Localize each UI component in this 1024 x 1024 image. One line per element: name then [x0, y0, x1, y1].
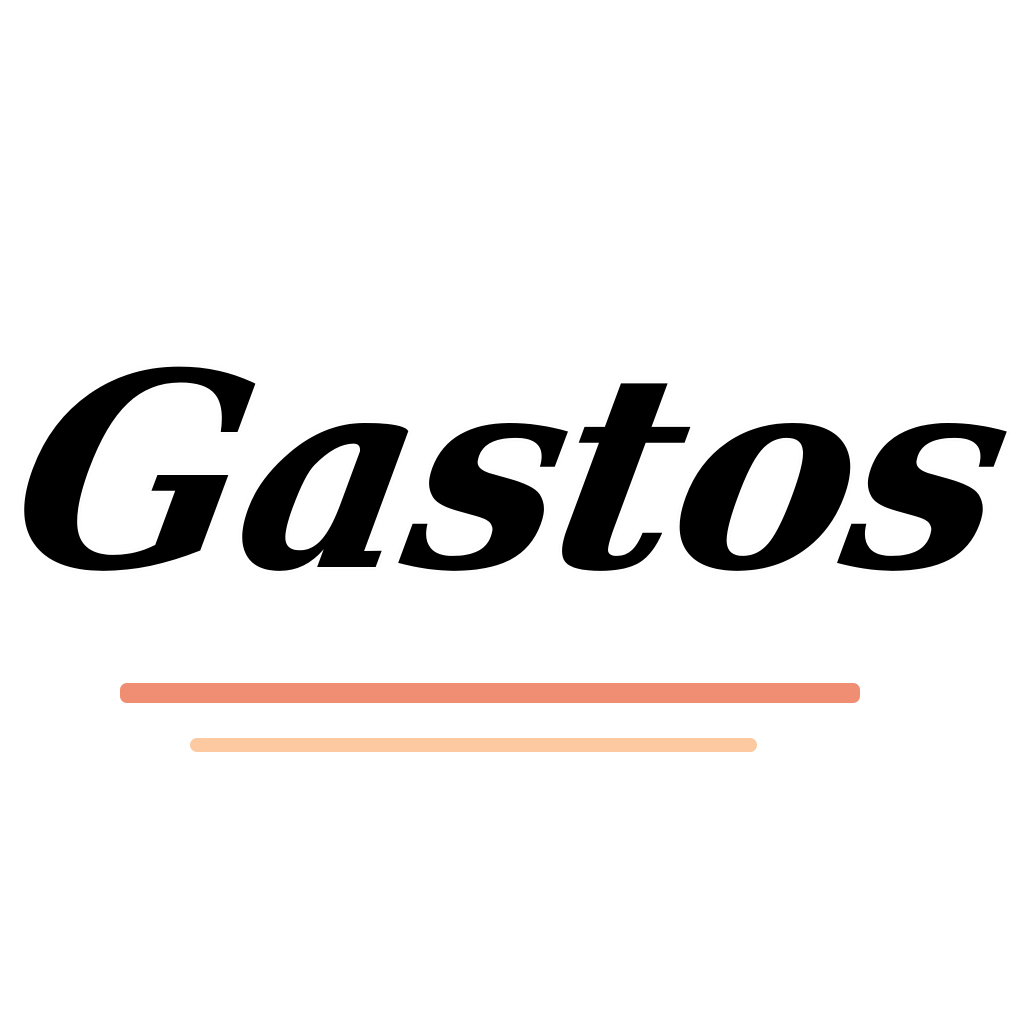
accent-line-top — [120, 683, 860, 703]
accent-line-bottom — [190, 738, 757, 752]
title-text: Gastos — [0, 313, 1024, 631]
